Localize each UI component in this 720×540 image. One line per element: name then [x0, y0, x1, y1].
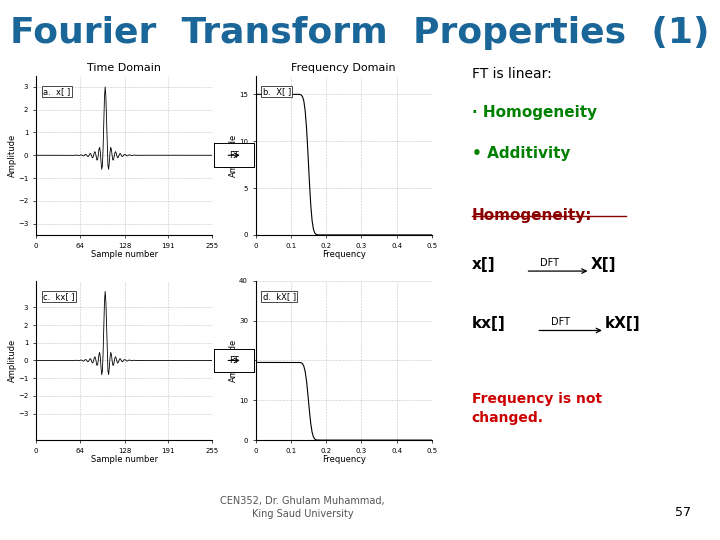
X-axis label: Frequency: Frequency: [322, 250, 366, 259]
Text: x[]: x[]: [472, 256, 495, 272]
Text: FT is linear:: FT is linear:: [472, 68, 552, 82]
Text: a.  x[ ]: a. x[ ]: [43, 87, 71, 96]
Text: CEN352, Dr. Ghulam Muhammad,
King Saud University: CEN352, Dr. Ghulam Muhammad, King Saud U…: [220, 496, 384, 519]
Text: DFT: DFT: [551, 317, 570, 327]
X-axis label: Sample number: Sample number: [91, 250, 158, 259]
Text: X[]: X[]: [590, 256, 616, 272]
Text: • Additivity: • Additivity: [472, 146, 570, 161]
Title: Time Domain: Time Domain: [87, 63, 161, 73]
Text: Frequency is not
changed.: Frequency is not changed.: [472, 392, 602, 425]
X-axis label: Frequency: Frequency: [322, 455, 366, 464]
Text: Homogeneity:: Homogeneity:: [472, 208, 592, 223]
Text: b.  X[ ]: b. X[ ]: [263, 87, 291, 96]
Text: kX[]: kX[]: [605, 316, 640, 331]
Text: 57: 57: [675, 507, 691, 519]
Y-axis label: Amplitude: Amplitude: [228, 133, 238, 177]
Text: FT: FT: [229, 151, 239, 160]
Y-axis label: Amplitude: Amplitude: [8, 339, 17, 382]
Text: DFT: DFT: [540, 258, 559, 268]
Text: kx[]: kx[]: [472, 316, 505, 331]
Text: FT: FT: [229, 356, 239, 365]
Text: d.  kX[ ]: d. kX[ ]: [263, 292, 296, 301]
Text: · Homogeneity: · Homogeneity: [472, 105, 597, 120]
Text: Fourier  Transform  Properties  (1): Fourier Transform Properties (1): [10, 16, 710, 50]
Title: Frequency Domain: Frequency Domain: [292, 63, 396, 73]
Text: c.  kx[ ]: c. kx[ ]: [43, 292, 75, 301]
X-axis label: Sample number: Sample number: [91, 455, 158, 464]
Y-axis label: Amplitude: Amplitude: [228, 339, 238, 382]
Y-axis label: Amplitude: Amplitude: [8, 133, 17, 177]
